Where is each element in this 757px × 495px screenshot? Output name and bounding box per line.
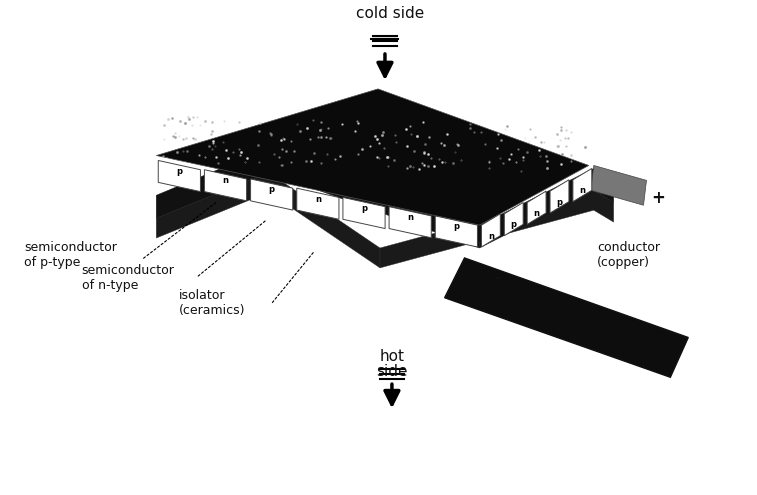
Polygon shape bbox=[156, 148, 479, 248]
Polygon shape bbox=[343, 198, 385, 229]
Text: isolator
(ceramics): isolator (ceramics) bbox=[179, 289, 245, 317]
Text: +: + bbox=[652, 189, 665, 207]
Polygon shape bbox=[389, 206, 431, 238]
Polygon shape bbox=[297, 188, 339, 219]
Text: n: n bbox=[315, 195, 321, 203]
Text: p: p bbox=[269, 186, 275, 195]
Polygon shape bbox=[504, 202, 523, 236]
Polygon shape bbox=[590, 165, 646, 205]
Text: p: p bbox=[511, 220, 517, 229]
Text: cold side: cold side bbox=[356, 6, 424, 21]
Polygon shape bbox=[380, 190, 614, 268]
Text: hot
side: hot side bbox=[376, 349, 408, 380]
Polygon shape bbox=[481, 214, 500, 247]
Text: p: p bbox=[361, 204, 367, 213]
Polygon shape bbox=[251, 179, 293, 210]
Polygon shape bbox=[479, 168, 614, 248]
Text: p: p bbox=[176, 167, 182, 176]
Polygon shape bbox=[158, 160, 201, 192]
Polygon shape bbox=[156, 172, 380, 268]
Polygon shape bbox=[156, 89, 589, 225]
Polygon shape bbox=[573, 168, 592, 201]
Text: semiconductor
of n-type: semiconductor of n-type bbox=[82, 264, 175, 292]
Text: n: n bbox=[534, 209, 540, 218]
Text: n: n bbox=[407, 213, 413, 222]
Text: p: p bbox=[556, 198, 562, 206]
Text: -: - bbox=[494, 269, 501, 287]
Text: n: n bbox=[223, 176, 229, 185]
Polygon shape bbox=[204, 170, 247, 201]
Text: semiconductor
of p-type: semiconductor of p-type bbox=[24, 241, 117, 269]
Text: conductor
(copper): conductor (copper) bbox=[597, 241, 660, 269]
Text: n: n bbox=[488, 232, 494, 241]
Polygon shape bbox=[444, 258, 688, 377]
Polygon shape bbox=[435, 216, 478, 247]
Polygon shape bbox=[527, 191, 546, 224]
Polygon shape bbox=[550, 180, 569, 213]
Text: n: n bbox=[579, 186, 585, 195]
Text: p: p bbox=[453, 222, 459, 231]
